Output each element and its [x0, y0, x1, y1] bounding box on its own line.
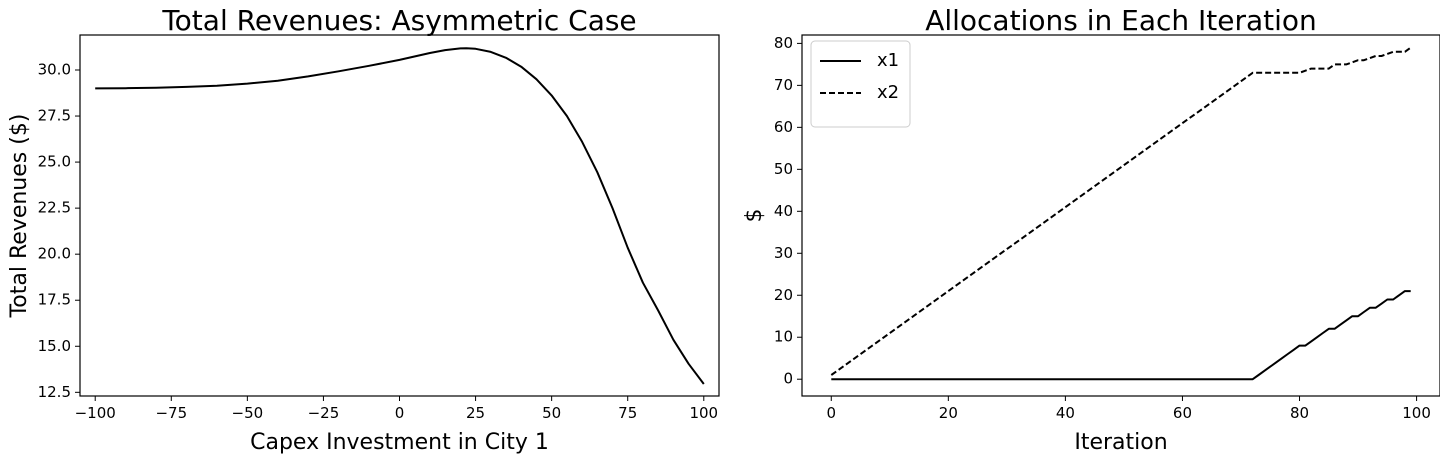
y-axis-label: $ — [742, 209, 767, 223]
x-tick-label: 60 — [1173, 404, 1192, 422]
x-tick-label: 0 — [826, 404, 836, 422]
y-tick-label: 15.0 — [38, 337, 71, 355]
x-tick-label: 100 — [1402, 404, 1431, 422]
x-tick-label: 80 — [1290, 404, 1309, 422]
allocation-chart: Allocations in Each Iteration Iteration $0… — [742, 4, 1440, 454]
y-tick-label: 50 — [774, 160, 793, 178]
y-axis-label: Total Revenues ($) — [7, 114, 32, 319]
x-tick-label: 40 — [1056, 404, 1075, 422]
x-tick-label: 0 — [395, 404, 405, 422]
y-tick-label: 30.0 — [38, 60, 71, 78]
y-tick-label: 70 — [774, 76, 793, 94]
x-tick-label: −50 — [232, 404, 264, 422]
y-tick-label: 27.5 — [38, 107, 71, 125]
y-tick-label: 60 — [774, 118, 793, 136]
x-tick-label: −100 — [75, 404, 116, 422]
x-tick-label: 20 — [939, 404, 958, 422]
y-tick-label: 17.5 — [38, 291, 71, 309]
legend-label-x1: x1 — [877, 50, 899, 71]
legend — [810, 40, 911, 128]
plot-frame — [79, 34, 720, 397]
y-tick-label: 0 — [783, 370, 793, 388]
chart-title: Allocations in Each Iteration — [925, 4, 1317, 37]
x-tick-label: 50 — [542, 404, 561, 422]
y-tick-label: 25.0 — [38, 153, 71, 171]
series-line-x1 — [831, 290, 1411, 381]
revenue-chart: Total Revenues: Asymmetric Case Capex Inv… — [7, 4, 720, 454]
chart-title: Total Revenues: Asymmetric Case — [161, 4, 636, 37]
x-axis-label: Capex Investment in City 1 — [250, 430, 549, 454]
legend-label-x2: x2 — [877, 82, 899, 103]
y-tick-label: 20.0 — [38, 245, 71, 263]
x-tick-label: 100 — [689, 404, 718, 422]
y-tick-label: 22.5 — [38, 199, 71, 217]
y-tick-label: 40 — [774, 202, 793, 220]
x-tick-label: −75 — [155, 404, 187, 422]
y-tick-label: 30 — [774, 244, 793, 262]
plot-frame — [801, 34, 1440, 397]
x-axis-label: Iteration — [1074, 430, 1167, 454]
x-tick-label: 25 — [466, 404, 485, 422]
y-tick-label: 12.5 — [38, 383, 71, 401]
y-tick-label: 10 — [774, 328, 793, 346]
y-tick-label: 20 — [774, 286, 793, 304]
y-tick-label: 80 — [774, 34, 793, 52]
series-line-series-0 — [95, 47, 705, 385]
x-tick-label: 75 — [618, 404, 637, 422]
series-line-x2 — [830, 46, 1412, 376]
x-tick-label: −25 — [308, 404, 340, 422]
